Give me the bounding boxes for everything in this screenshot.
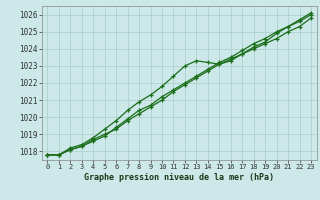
X-axis label: Graphe pression niveau de la mer (hPa): Graphe pression niveau de la mer (hPa) — [84, 173, 274, 182]
